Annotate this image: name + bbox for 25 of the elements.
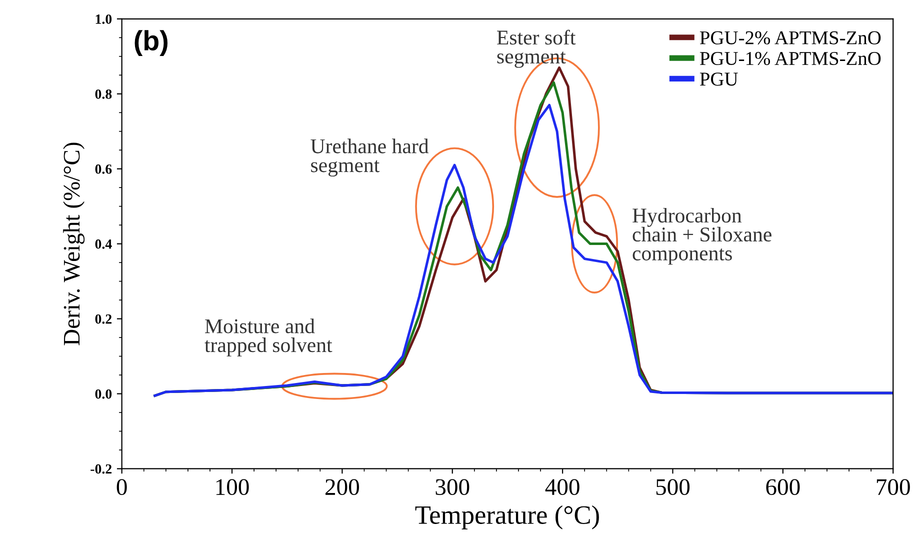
x-tick-label: 400 <box>545 479 580 496</box>
x-tick-label: 600 <box>766 479 800 496</box>
y-tick-label: 0.0 <box>95 389 112 399</box>
x-tick-label: 100 <box>216 479 249 496</box>
y-tick-label: 1.0 <box>96 14 112 24</box>
annotation: Ester soft segment <box>497 30 576 68</box>
x-tick-label: 300 <box>436 479 470 496</box>
x-axis-title: Temperature (°C) <box>415 505 599 530</box>
legend-label: PGU <box>700 72 738 86</box>
annotation: Urethane hard segment <box>310 138 429 177</box>
y-axis-title: Deriv. Weight (%/°C) <box>63 142 85 346</box>
annotation: (b) <box>134 30 168 56</box>
y-tick-label: -0.2 <box>90 464 112 474</box>
annotation: Moisture and trapped solvent <box>204 318 332 356</box>
x-tick-label: 500 <box>656 479 690 496</box>
x-tick-label: 200 <box>326 479 359 496</box>
x-tick-label: 0 <box>116 479 127 496</box>
annotation: Hydrocarbon chain + Siloxane components <box>632 208 772 265</box>
y-tick-label: 0.2 <box>95 314 112 324</box>
y-tick-label: 0.8 <box>95 89 112 99</box>
legend-label: PGU-2% APTMS-ZnO <box>700 31 881 44</box>
y-tick-label: 0.4 <box>95 239 112 249</box>
legend-label: PGU-1% APTMS-ZnO <box>700 52 881 66</box>
y-tick-label: 0.6 <box>95 164 112 174</box>
x-tick-label: 700 <box>876 479 910 496</box>
